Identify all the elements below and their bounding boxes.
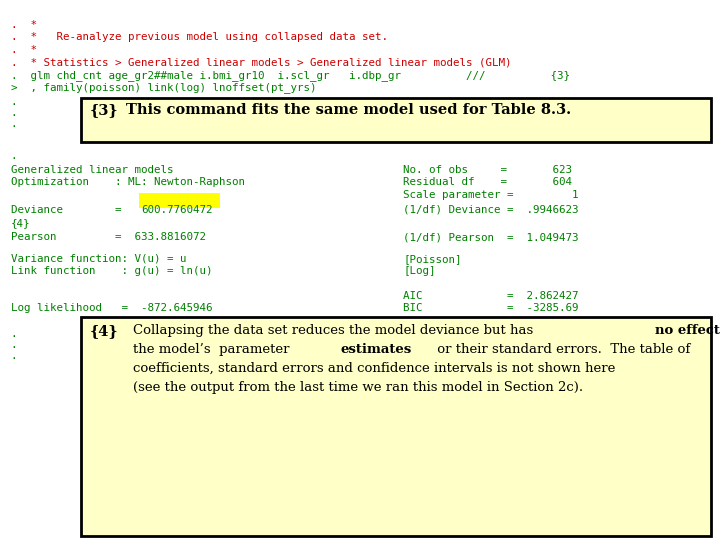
Text: Deviance        =: Deviance = <box>11 205 135 215</box>
Text: Link function    : g(u) = ln(u): Link function : g(u) = ln(u) <box>11 266 212 276</box>
Text: .  *: . * <box>11 45 37 55</box>
Text: >  , family(poisson) link(log) lnoffset(pt_yrs): > , family(poisson) link(log) lnoffset(p… <box>11 82 316 93</box>
Text: {4}: {4} <box>11 218 30 228</box>
Text: 600.7760472: 600.7760472 <box>141 205 212 215</box>
Text: .  *: . * <box>11 20 37 30</box>
Text: (1/df) Pearson  =  1.049473: (1/df) Pearson = 1.049473 <box>403 232 579 242</box>
FancyBboxPatch shape <box>81 317 711 536</box>
Text: Generalized linear models: Generalized linear models <box>11 165 174 175</box>
Text: .: . <box>11 151 17 161</box>
Text: .: . <box>11 329 17 340</box>
Text: .: . <box>11 340 17 350</box>
Text: coefficients, standard errors and confidence intervals is not shown here: coefficients, standard errors and confid… <box>133 362 616 375</box>
Text: no effect: no effect <box>655 324 720 337</box>
Text: estimates: estimates <box>341 343 412 356</box>
Text: Pearson         =  633.8816072: Pearson = 633.8816072 <box>11 232 206 242</box>
Text: Log likelihood   =  -872.645946: Log likelihood = -872.645946 <box>11 303 212 314</box>
Text: This command fits the same model used for Table 8.3.: This command fits the same model used fo… <box>126 103 571 117</box>
FancyBboxPatch shape <box>81 98 711 142</box>
Text: .: . <box>11 119 17 129</box>
Text: .  *   Re-analyze previous model using collapsed data set.: . * Re-analyze previous model using coll… <box>11 32 388 43</box>
Text: Scale parameter =         1: Scale parameter = 1 <box>403 190 579 200</box>
Text: (see the output from the last time we ran this model in Section 2c).: (see the output from the last time we ra… <box>133 381 583 394</box>
FancyBboxPatch shape <box>139 193 220 208</box>
Text: .  glm chd_cnt age_gr2##male i.bmi_gr10  i.scl_gr   i.dbp_gr          ///       : . glm chd_cnt age_gr2##male i.bmi_gr10 i… <box>11 70 570 80</box>
Text: .  * Statistics > Generalized linear models > Generalized linear models (GLM): . * Statistics > Generalized linear mode… <box>11 57 511 68</box>
Text: [Poisson]: [Poisson] <box>403 254 462 264</box>
Text: Residual df    =       604: Residual df = 604 <box>403 177 572 187</box>
Text: {4}: {4} <box>90 324 119 338</box>
Text: .: . <box>11 108 17 118</box>
Text: .: . <box>11 351 17 361</box>
Text: the model’s  parameter: the model’s parameter <box>133 343 294 356</box>
Text: Collapsing the data set reduces the model deviance but has: Collapsing the data set reduces the mode… <box>133 324 538 337</box>
Text: .: . <box>11 97 17 107</box>
Text: Variance function: V(u) = u: Variance function: V(u) = u <box>11 254 186 264</box>
Text: {3}: {3} <box>90 103 119 117</box>
Text: BIC             =  -3285.69: BIC = -3285.69 <box>403 303 579 314</box>
Text: AIC             =  2.862427: AIC = 2.862427 <box>403 291 579 301</box>
Text: (1/df) Deviance =  .9946623: (1/df) Deviance = .9946623 <box>403 205 579 215</box>
Text: or their standard errors.  The table of: or their standard errors. The table of <box>433 343 690 356</box>
Text: Optimization    : ML: Newton-Raphson: Optimization : ML: Newton-Raphson <box>11 177 245 187</box>
Text: No. of obs     =       623: No. of obs = 623 <box>403 165 572 175</box>
Text: [Log]: [Log] <box>403 266 436 276</box>
